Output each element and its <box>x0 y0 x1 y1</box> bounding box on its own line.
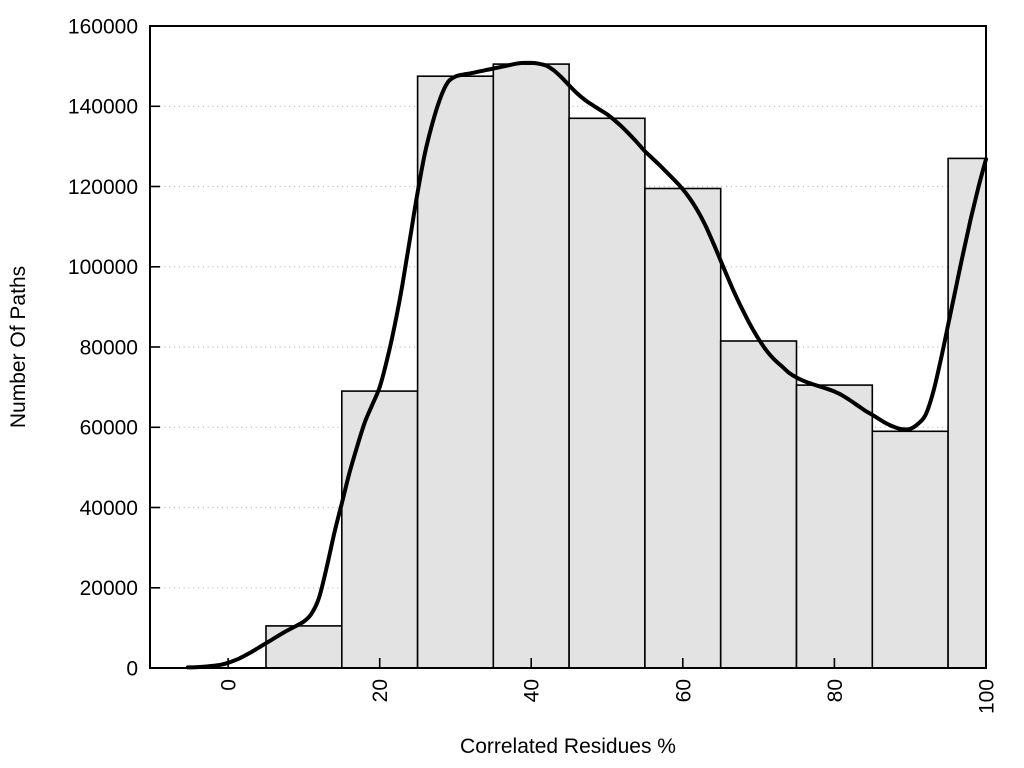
x-tick-label: 20 <box>369 679 392 702</box>
y-tick-label: 60000 <box>80 417 138 440</box>
y-tick-label: 40000 <box>80 497 138 520</box>
y-tick-label: 160000 <box>68 15 138 38</box>
y-tick-label: 100000 <box>68 256 138 279</box>
histogram-bar <box>568 117 646 669</box>
histogram-bar <box>492 63 570 669</box>
density-curve <box>185 60 988 670</box>
x-tick-label: 40 <box>521 679 544 702</box>
histogram-bar <box>416 75 495 669</box>
y-tick-label: 140000 <box>68 96 138 119</box>
histogram-bar <box>871 430 949 669</box>
y-tick-label: 20000 <box>80 577 138 600</box>
histogram-bar <box>644 187 722 669</box>
y-tick-label: 0 <box>126 657 138 680</box>
x-tick-label: 100 <box>976 679 999 714</box>
y-tick-label: 120000 <box>68 176 138 199</box>
x-tick-label: 0 <box>218 679 241 691</box>
x-axis-title: Correlated Residues % <box>460 735 676 758</box>
histogram-bar <box>719 340 798 669</box>
y-tick-label: 80000 <box>80 336 138 359</box>
y-axis-title: Number Of Paths <box>7 266 30 428</box>
histogram-bar <box>795 384 874 669</box>
x-tick-label: 80 <box>824 679 847 702</box>
histogram-bar <box>340 390 419 669</box>
histogram-bar <box>265 625 343 669</box>
x-tick-label: 60 <box>672 679 695 702</box>
